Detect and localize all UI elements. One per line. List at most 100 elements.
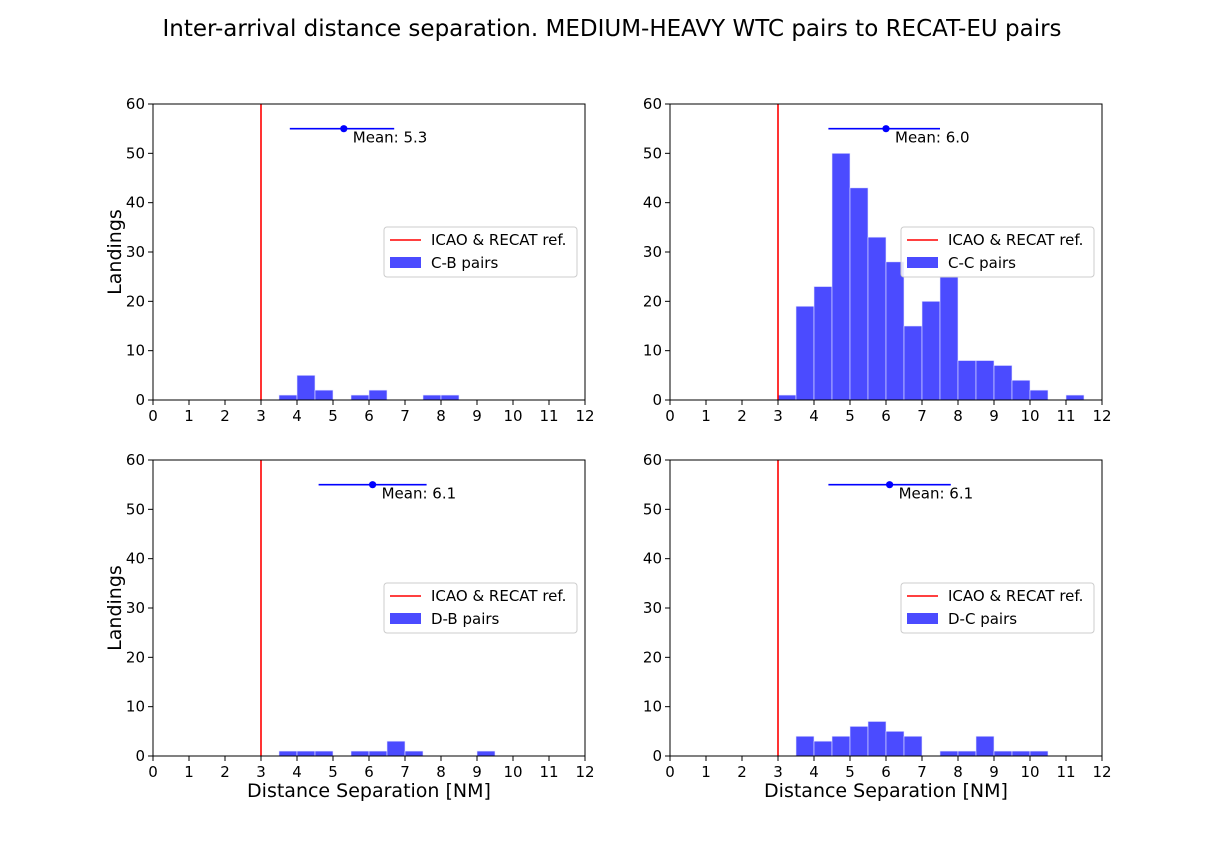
legend-label-pairs: D-C pairs	[948, 610, 1017, 628]
x-tick-label: 3	[256, 763, 266, 781]
x-tick-label: 12	[1092, 763, 1111, 781]
x-tick-label: 0	[665, 407, 675, 425]
x-tick-label: 9	[472, 763, 482, 781]
histogram-bar	[278, 394, 298, 401]
histogram-bar	[849, 726, 869, 757]
mean-label: Mean: 5.3	[353, 129, 428, 147]
histogram-bars	[795, 721, 1049, 757]
histogram-bar	[314, 750, 334, 757]
x-tick-label: 7	[400, 407, 410, 425]
histogram-bar	[993, 365, 1013, 401]
mean-label: Mean: 6.0	[895, 129, 970, 147]
histogram-bar	[368, 389, 388, 401]
legend-label-pairs: D-B pairs	[431, 610, 500, 628]
legend-swatch-pairs	[390, 613, 421, 624]
y-tick-label: 60	[643, 95, 662, 113]
x-tick-label: 8	[953, 407, 963, 425]
histogram-bar	[903, 325, 923, 401]
subplots: Mean: 5.30 1 2 3 4 5 6 7 8 9 10 11 120102030405060La…	[104, 95, 1112, 802]
x-tick-label: 11	[1056, 763, 1075, 781]
y-tick-label: 20	[643, 292, 662, 310]
y-tick-label: 30	[126, 599, 145, 617]
subplot-top-left: Mean: 5.30 1 2 3 4 5 6 7 8 9 10 11 120102030405060La…	[104, 95, 595, 425]
histogram-bar	[350, 394, 370, 401]
histogram-bar	[476, 750, 496, 757]
x-tick-label: 7	[917, 763, 927, 781]
mean-marker	[882, 125, 890, 133]
x-tick-label: 3	[773, 407, 783, 425]
subplot-bottom-right: Mean: 6.10 1 2 3 4 5 6 7 8 9 10 11 120102030405060Di…	[643, 451, 1112, 802]
y-axis-label: Landings	[104, 565, 126, 651]
histogram-bar	[885, 731, 905, 757]
y-tick-label: 50	[126, 144, 145, 162]
legend-label-reference: ICAO & RECAT ref.	[948, 231, 1083, 249]
legend-swatch-pairs	[907, 613, 938, 624]
legend-box	[383, 582, 578, 634]
histogram-bars	[278, 740, 496, 757]
x-tick-label: 3	[256, 407, 266, 425]
legend-label-pairs: C-B pairs	[431, 254, 498, 272]
legend: ICAO & RECAT ref. D-C pairs	[900, 582, 1095, 634]
y-tick-label: 50	[643, 500, 662, 518]
legend: ICAO & RECAT ref. D-B pairs	[383, 582, 578, 634]
legend-label-reference: ICAO & RECAT ref.	[431, 231, 566, 249]
y-tick-label: 10	[126, 698, 145, 716]
x-tick-label: 6	[881, 407, 891, 425]
histogram-bar	[1011, 750, 1031, 757]
y-tick-label: 20	[643, 648, 662, 666]
y-tick-label: 10	[126, 342, 145, 360]
x-tick-label: 2	[220, 763, 230, 781]
mean-marker	[369, 481, 377, 489]
x-tick-label: 10	[1020, 763, 1039, 781]
x-tick-label: 9	[989, 407, 999, 425]
x-tick-label: 5	[845, 407, 855, 425]
x-tick-label: 5	[845, 763, 855, 781]
legend: ICAO & RECAT ref. C-C pairs	[900, 226, 1095, 278]
y-tick-label: 40	[126, 550, 145, 568]
histogram-bar	[795, 305, 815, 401]
mean-marker	[340, 125, 348, 133]
histogram-bar	[404, 750, 424, 757]
x-tick-label: 4	[292, 407, 302, 425]
histogram-bar	[939, 750, 959, 757]
x-tick-label: 1	[184, 407, 194, 425]
legend-label-pairs: C-C pairs	[948, 254, 1016, 272]
histogram-bars	[278, 375, 460, 401]
x-tick-label: 6	[881, 763, 891, 781]
x-tick-label: 12	[575, 407, 594, 425]
histogram-bar	[975, 360, 995, 401]
histogram-bar	[1029, 389, 1049, 401]
x-tick-label: 10	[1020, 407, 1039, 425]
histogram-bar	[813, 740, 833, 757]
histogram-bar	[849, 187, 869, 401]
legend-label-reference: ICAO & RECAT ref.	[948, 587, 1083, 605]
histogram-bar	[278, 750, 298, 757]
histogram-bar	[975, 735, 995, 757]
x-tick-label: 10	[503, 763, 522, 781]
histogram-bar	[867, 721, 887, 757]
histogram-bar	[314, 389, 334, 401]
histogram-bar	[921, 301, 941, 401]
x-tick-label: 8	[953, 763, 963, 781]
y-tick-label: 20	[126, 648, 145, 666]
x-tick-label: 3	[773, 763, 783, 781]
legend-box	[383, 226, 578, 278]
histogram-bar	[777, 394, 797, 401]
x-tick-label: 11	[539, 763, 558, 781]
y-tick-label: 60	[126, 95, 145, 113]
histogram-bars	[777, 153, 1085, 401]
x-tick-label: 8	[436, 407, 446, 425]
x-tick-label: 12	[575, 763, 594, 781]
x-tick-label: 11	[539, 407, 558, 425]
y-tick-label: 50	[126, 500, 145, 518]
x-axis-label: Distance Separation [NM]	[247, 780, 491, 802]
x-tick-label: 6	[364, 763, 374, 781]
histogram-bar	[831, 153, 851, 401]
y-axis-label: Landings	[104, 209, 126, 295]
histogram-bar	[957, 360, 977, 401]
subplot-top-right: Mean: 6.00 1 2 3 4 5 6 7 8 9 10 11 120102030405060IC…	[643, 95, 1112, 425]
subplot-bottom-left: Mean: 6.10 1 2 3 4 5 6 7 8 9 10 11 120102030405060La…	[104, 451, 595, 802]
histogram-bar	[885, 261, 905, 401]
x-tick-label: 11	[1056, 407, 1075, 425]
x-tick-label: 9	[989, 763, 999, 781]
